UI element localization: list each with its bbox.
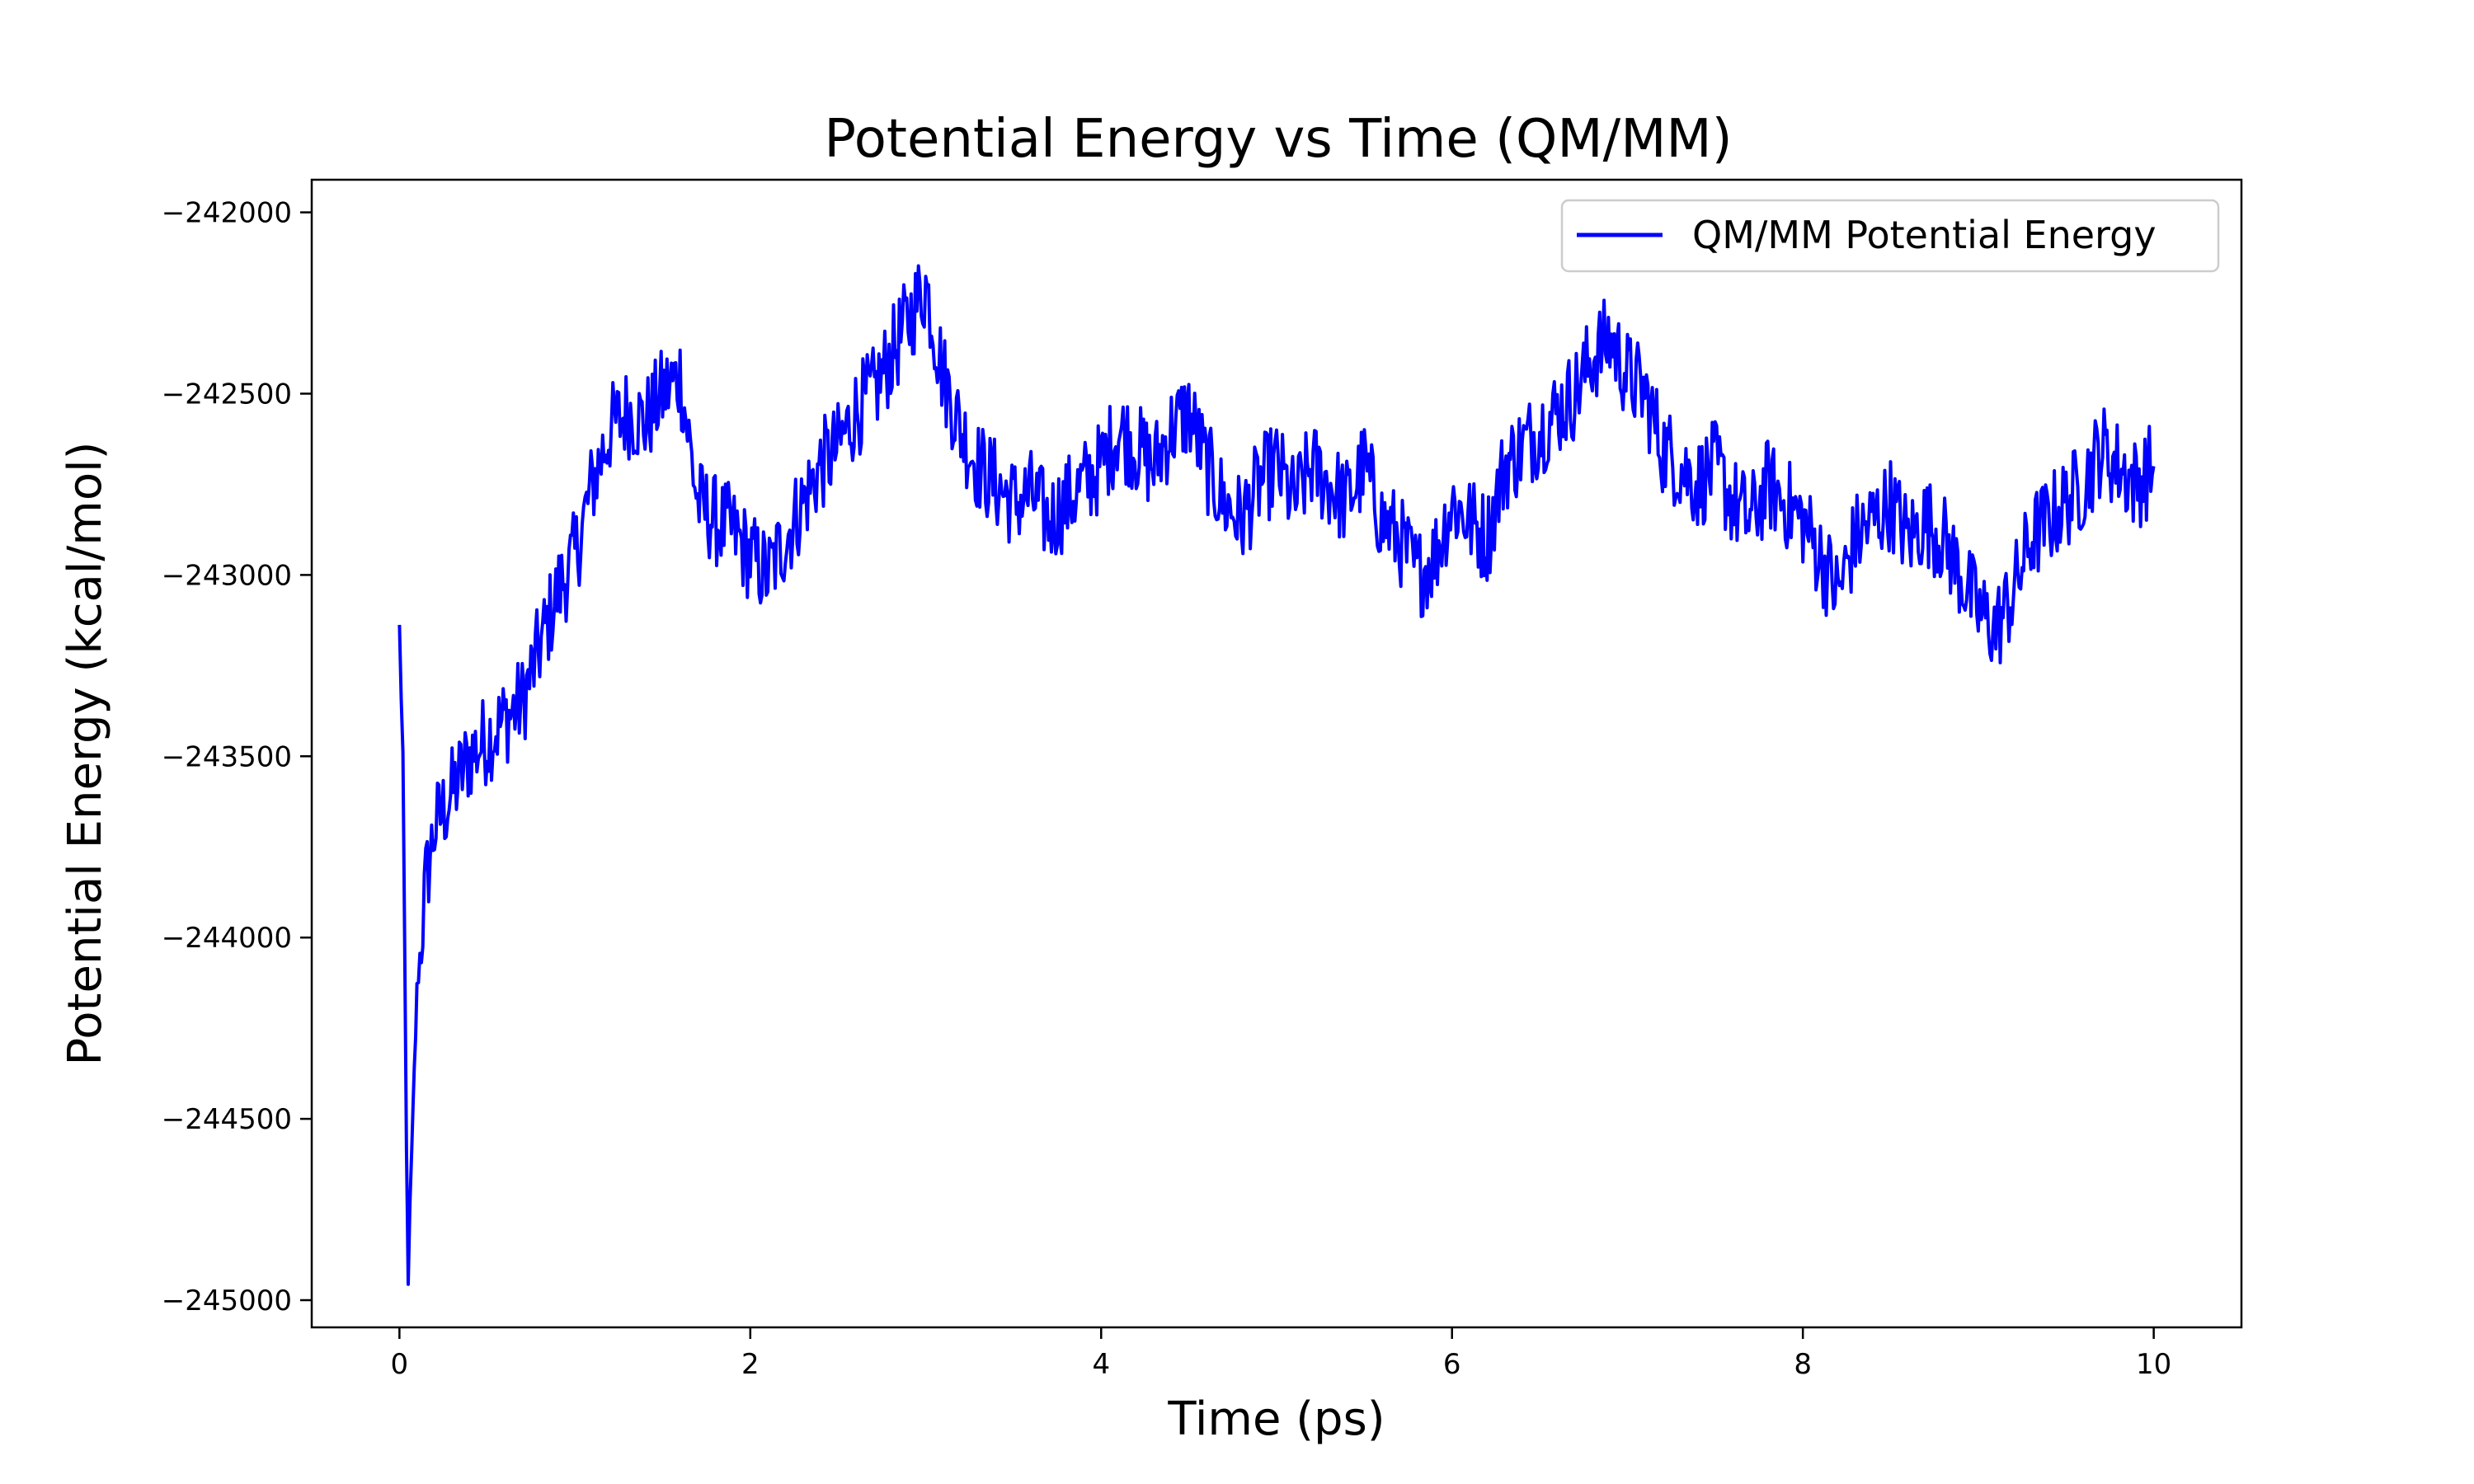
series-line xyxy=(397,264,2156,1286)
x-tick-label: 0 xyxy=(391,1348,409,1381)
x-axis-label: Time (ps) xyxy=(1167,1392,1385,1446)
plot-area xyxy=(310,178,2243,1329)
y-tick-label: −242500 xyxy=(162,378,292,411)
x-tick-label: 2 xyxy=(741,1348,760,1381)
legend-box xyxy=(1560,199,2220,273)
chart-title: Potential Energy vs Time (QM/MM) xyxy=(824,109,1732,170)
x-tick-label: 10 xyxy=(2136,1348,2171,1381)
y-tick-label: −244500 xyxy=(162,1103,292,1136)
x-axis-ticks: 0 2 4 6 8 10 xyxy=(391,1327,2171,1381)
y-tick-label: −242000 xyxy=(162,197,292,230)
x-tick-label: 4 xyxy=(1092,1348,1110,1381)
y-axis-label: Potential Energy (kcal/mol) xyxy=(59,441,112,1065)
y-tick-label: −243000 xyxy=(162,559,292,592)
series-layer xyxy=(397,264,2156,1286)
y-tick-label: −244000 xyxy=(162,922,292,955)
x-tick-label: 6 xyxy=(1443,1348,1461,1381)
y-tick-label: −245000 xyxy=(162,1284,292,1317)
x-tick-label: 8 xyxy=(1794,1348,1812,1381)
axes-frame xyxy=(310,178,2243,1329)
y-axis-ticks: −245000 −244500 −244000 −243500 −243000 −2425… xyxy=(162,197,312,1317)
legend: QM/MM Potential Energy xyxy=(1560,199,2220,273)
legend-label: QM/MM Potential Energy xyxy=(1692,213,2157,257)
y-tick-label: −243500 xyxy=(162,740,292,773)
